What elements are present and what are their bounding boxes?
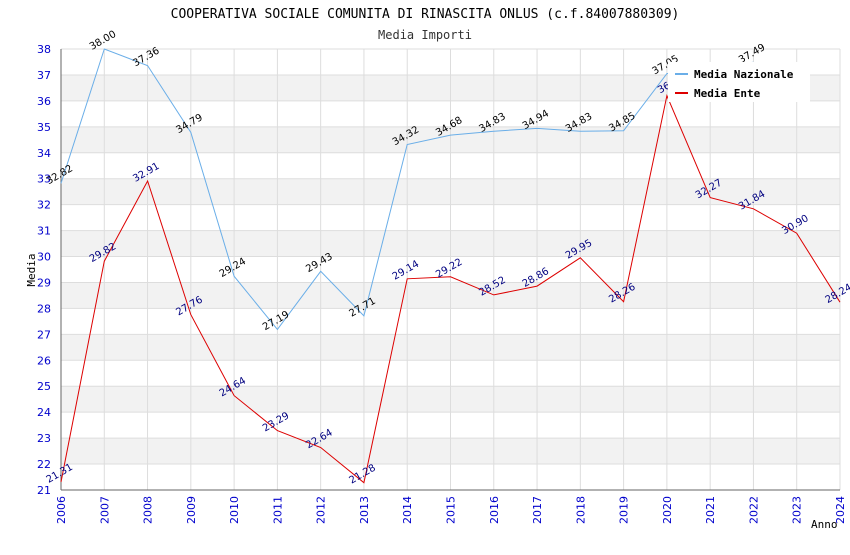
x-tick-label: 2020	[661, 496, 674, 524]
x-tick-label: 2014	[401, 496, 414, 524]
y-axis-ticks: 21 22 23 24 25 26 27 28 29 30 31 32 33 34 35 36 37 38	[37, 43, 51, 497]
y-tick-label: 26	[37, 354, 51, 367]
y-tick-label: 22	[37, 458, 51, 471]
x-tick-label: 2015	[445, 496, 458, 524]
x-axis-ticks: 2006 2007 2008 2009 2010 2011 2012 2013 2014 2015…	[55, 496, 847, 524]
x-axis-label: Anno	[811, 518, 838, 531]
x-tick-label: 2009	[185, 496, 198, 524]
chart-title: COOPERATIVA SOCIALE COMUNITA DI RINASCIT…	[171, 7, 680, 22]
y-tick-label: 35	[37, 121, 51, 134]
y-tick-label: 37	[37, 69, 51, 82]
x-tick-label: 2017	[531, 496, 544, 524]
y-axis-label: Media	[25, 253, 38, 286]
series-line-1	[60, 48, 754, 331]
x-tick-label: 2010	[228, 496, 241, 524]
chart-subtitle: Media Importi	[378, 28, 472, 42]
y-tick-label: 21	[37, 484, 51, 497]
grid-lines	[60, 48, 841, 491]
x-tick-label: 2013	[358, 496, 371, 524]
x-tick-label: 2024	[834, 496, 847, 524]
y-tick-label: 36	[37, 95, 51, 108]
series-lines	[60, 48, 841, 484]
x-tick-label: 2018	[574, 496, 587, 524]
series-line-2	[60, 94, 841, 484]
legend-label: Media Nazionale	[694, 68, 794, 81]
x-tick-label: 2019	[618, 496, 631, 524]
y-tick-label: 38	[37, 43, 51, 56]
y-tick-label: 23	[37, 432, 51, 445]
x-tick-label: 2022	[747, 496, 760, 524]
y-tick-label: 32	[37, 199, 51, 212]
y-tick-label: 34	[37, 147, 51, 160]
y-tick-label: 33	[37, 173, 51, 186]
x-tick-label: 2007	[98, 496, 111, 524]
legend: Media Nazionale Media Ente	[668, 62, 810, 102]
y-tick-label: 24	[37, 406, 51, 419]
y-tick-label: 31	[37, 225, 51, 238]
x-tick-label: 2012	[315, 496, 328, 524]
y-tick-label: 29	[37, 276, 51, 289]
x-tick-label: 2011	[271, 496, 284, 524]
y-tick-label: 30	[37, 251, 51, 264]
legend-box	[668, 62, 810, 102]
y-tick-label: 25	[37, 380, 51, 393]
x-tick-label: 2008	[142, 496, 155, 524]
x-tick-label: 2006	[55, 496, 68, 524]
y-tick-label: 27	[37, 328, 51, 341]
x-tick-label: 2023	[791, 496, 804, 524]
y-tick-label: 28	[37, 302, 51, 315]
x-tick-label: 2016	[488, 496, 501, 524]
x-tick-label: 2021	[704, 496, 717, 524]
legend-label: Media Ente	[694, 87, 761, 100]
